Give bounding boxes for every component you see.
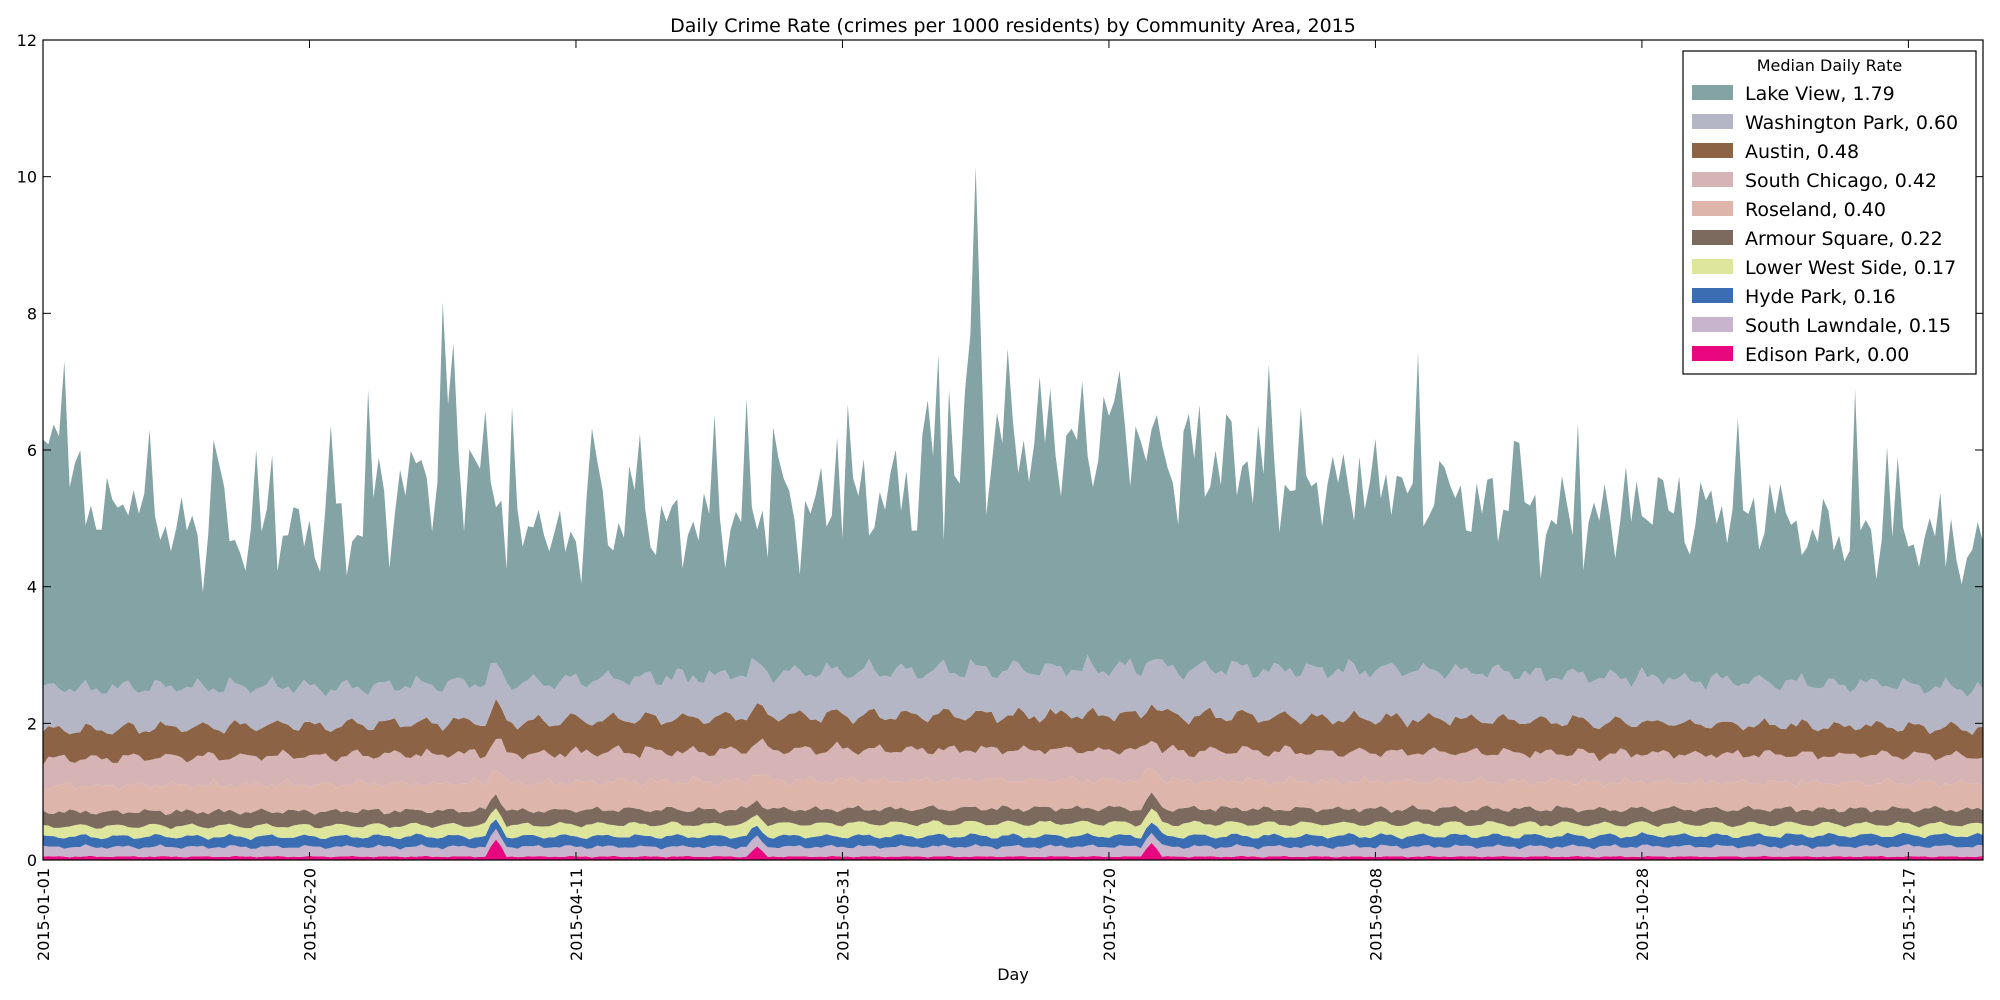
x-tick-label: 2015-04-11 xyxy=(567,868,586,961)
legend-label: South Chicago, 0.42 xyxy=(1745,170,1937,192)
x-tick-label: 2015-01-01 xyxy=(34,868,53,961)
area-series-armour-square xyxy=(43,792,1983,830)
legend-label: South Lawndale, 0.15 xyxy=(1745,315,1951,337)
area-series-hyde-park xyxy=(43,819,1983,850)
legend-swatch xyxy=(1692,230,1733,245)
y-tick-label: 6 xyxy=(27,441,37,460)
legend-swatch xyxy=(1692,201,1733,216)
legend-swatch xyxy=(1692,317,1733,332)
chart-title: Daily Crime Rate (crimes per 1000 reside… xyxy=(670,15,1356,37)
y-axis: 0 2 4 6 8 10 12 xyxy=(17,31,1983,870)
y-tick-label: 10 xyxy=(17,168,37,187)
y-tick-label: 8 xyxy=(27,304,37,323)
area-series-lake-view xyxy=(43,166,1983,697)
y-tick-label: 0 xyxy=(27,851,37,870)
x-axis: 2015-01-01 2015-02-20 2015-04-11 2015-05-31… xyxy=(34,40,1918,961)
x-tick-label: 2015-10-28 xyxy=(1633,868,1652,961)
x-tick-label: 2015-05-31 xyxy=(834,868,853,961)
area-series-austin xyxy=(43,699,1983,766)
legend-label: Lake View, 1.79 xyxy=(1745,83,1895,105)
legend-swatch xyxy=(1692,346,1733,361)
legend-label: Washington Park, 0.60 xyxy=(1745,112,1958,134)
y-tick-label: 4 xyxy=(27,578,37,597)
legend-label: Lower West Side, 0.17 xyxy=(1745,257,1956,279)
area-series-washington-park xyxy=(43,655,1983,735)
legend-swatch xyxy=(1692,288,1733,303)
legend-swatch xyxy=(1692,114,1733,129)
stacked-areas xyxy=(43,166,1983,860)
x-tick-label: 2015-12-17 xyxy=(1899,868,1918,961)
legend-swatch xyxy=(1692,85,1733,100)
legend-label: Hyde Park, 0.16 xyxy=(1745,286,1896,308)
legend: Median Daily Rate Lake View, 1.79 Washing… xyxy=(1682,50,1977,375)
x-axis-label: Day xyxy=(997,965,1029,984)
area-series-south-chicago xyxy=(43,738,1983,791)
legend-label: Roseland, 0.40 xyxy=(1745,199,1886,221)
x-tick-label: 2015-09-08 xyxy=(1366,868,1385,961)
legend-title: Median Daily Rate xyxy=(1757,56,1903,75)
legend-label: Armour Square, 0.22 xyxy=(1745,228,1943,250)
x-tick-label: 2015-02-20 xyxy=(301,868,320,961)
legend-label: Austin, 0.48 xyxy=(1745,141,1859,163)
legend-swatch xyxy=(1692,172,1733,187)
area-series-lower-west-side xyxy=(43,808,1983,840)
x-tick-label: 2015-07-20 xyxy=(1100,868,1119,961)
legend-swatch xyxy=(1692,259,1733,274)
area-series-edison-park xyxy=(43,839,1983,860)
area-series-south-lawndale xyxy=(43,828,1983,858)
y-tick-label: 2 xyxy=(27,714,37,733)
y-tick-label: 12 xyxy=(17,31,37,50)
legend-swatch xyxy=(1692,143,1733,158)
area-series-roseland xyxy=(43,768,1983,816)
legend-label: Edison Park, 0.00 xyxy=(1745,344,1909,366)
